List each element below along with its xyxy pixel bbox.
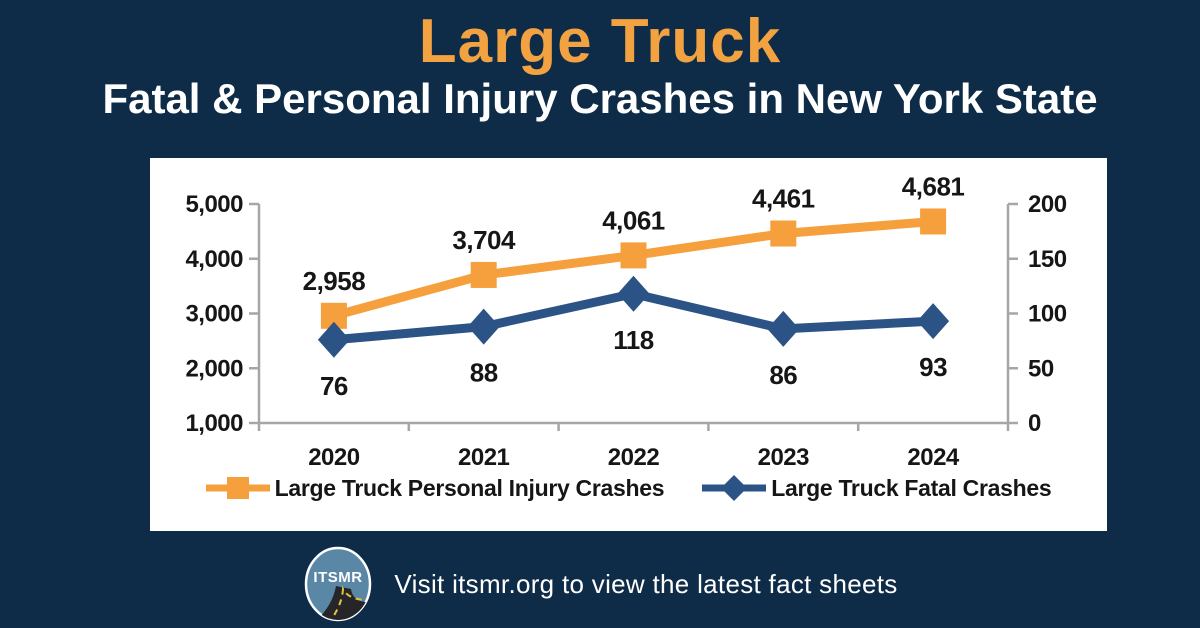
legend-item-injury: Large Truck Personal Injury Crashes bbox=[205, 474, 665, 502]
injury-data-label-2023: 4,461 bbox=[752, 184, 815, 214]
injury-marker-2024 bbox=[920, 208, 947, 235]
injury-data-label-2021: 3,704 bbox=[452, 225, 516, 255]
injury-series-swatch-icon bbox=[205, 477, 270, 499]
fatal-marker-2023 bbox=[767, 310, 800, 347]
fatal-data-label-2022: 118 bbox=[613, 325, 653, 355]
left-axis-label: 1,000 bbox=[185, 410, 243, 437]
page-subtitle: Fatal & Personal Injury Crashes in New Y… bbox=[102, 75, 1098, 123]
footer-message: Visit itsmr.org to view the latest fact … bbox=[394, 568, 898, 599]
right-axis-label: 150 bbox=[1028, 246, 1067, 273]
itsmr-logo: ITSMR bbox=[305, 546, 372, 622]
fatal-marker-2020 bbox=[317, 321, 350, 358]
fatal-marker-2022 bbox=[617, 275, 650, 312]
fatal-data-label-2021: 88 bbox=[470, 358, 498, 388]
footer: ITSMR Visit itsmr.org to view the latest… bbox=[0, 540, 1200, 628]
header: Large Truck Fatal & Personal Injury Cras… bbox=[0, 0, 1200, 122]
injury-marker-2023 bbox=[770, 220, 797, 247]
fatal-marker-2021 bbox=[467, 308, 500, 345]
left-axis-label: 3,000 bbox=[185, 301, 243, 328]
injury-marker-2021 bbox=[470, 261, 497, 288]
right-axis-label: 200 bbox=[1028, 191, 1067, 218]
right-axis-label: 100 bbox=[1028, 301, 1067, 328]
legend-label-fatal: Large Truck Fatal Crashes bbox=[771, 474, 1052, 501]
x-axis-label: 2023 bbox=[758, 444, 810, 471]
logo-text: ITSMR bbox=[314, 569, 363, 586]
fatal-data-label-2024: 93 bbox=[919, 352, 947, 382]
x-axis-label: 2020 bbox=[308, 444, 360, 471]
left-axis-label: 4,000 bbox=[185, 246, 243, 273]
x-axis-label: 2022 bbox=[608, 444, 660, 471]
right-axis-label: 0 bbox=[1028, 410, 1041, 437]
left-axis-label: 2,000 bbox=[185, 355, 243, 382]
right-axis-label: 50 bbox=[1028, 355, 1054, 382]
legend-item-fatal: Large Truck Fatal Crashes bbox=[702, 474, 1052, 502]
legend-label-injury: Large Truck Personal Injury Crashes bbox=[274, 474, 665, 501]
injury-data-label-2022: 4,061 bbox=[602, 205, 665, 235]
crash-trend-chart: 1,000 2,000 3,000 4,000 5,000 0 50 100 150 200 202… bbox=[185, 171, 1067, 471]
fatal-data-label-2020: 76 bbox=[320, 371, 348, 401]
x-axis-label: 2024 bbox=[907, 444, 960, 471]
fatal-data-label-2023: 86 bbox=[769, 360, 797, 390]
injury-data-label-2020: 2,958 bbox=[303, 266, 366, 296]
chart-legend: Large Truck Personal Injury Crashes Larg… bbox=[150, 472, 1107, 504]
injury-data-label-2024: 4,681 bbox=[902, 171, 965, 201]
x-axis-label: 2021 bbox=[458, 444, 510, 471]
left-axis-label: 5,000 bbox=[185, 191, 243, 218]
page-title: Large Truck bbox=[418, 7, 782, 76]
fatal-series-swatch-icon bbox=[702, 475, 767, 501]
chart-card: 1,000 2,000 3,000 4,000 5,000 0 50 100 150 200 202… bbox=[150, 158, 1107, 531]
fatal-marker-2024 bbox=[917, 303, 950, 340]
injury-marker-2022 bbox=[620, 242, 647, 269]
